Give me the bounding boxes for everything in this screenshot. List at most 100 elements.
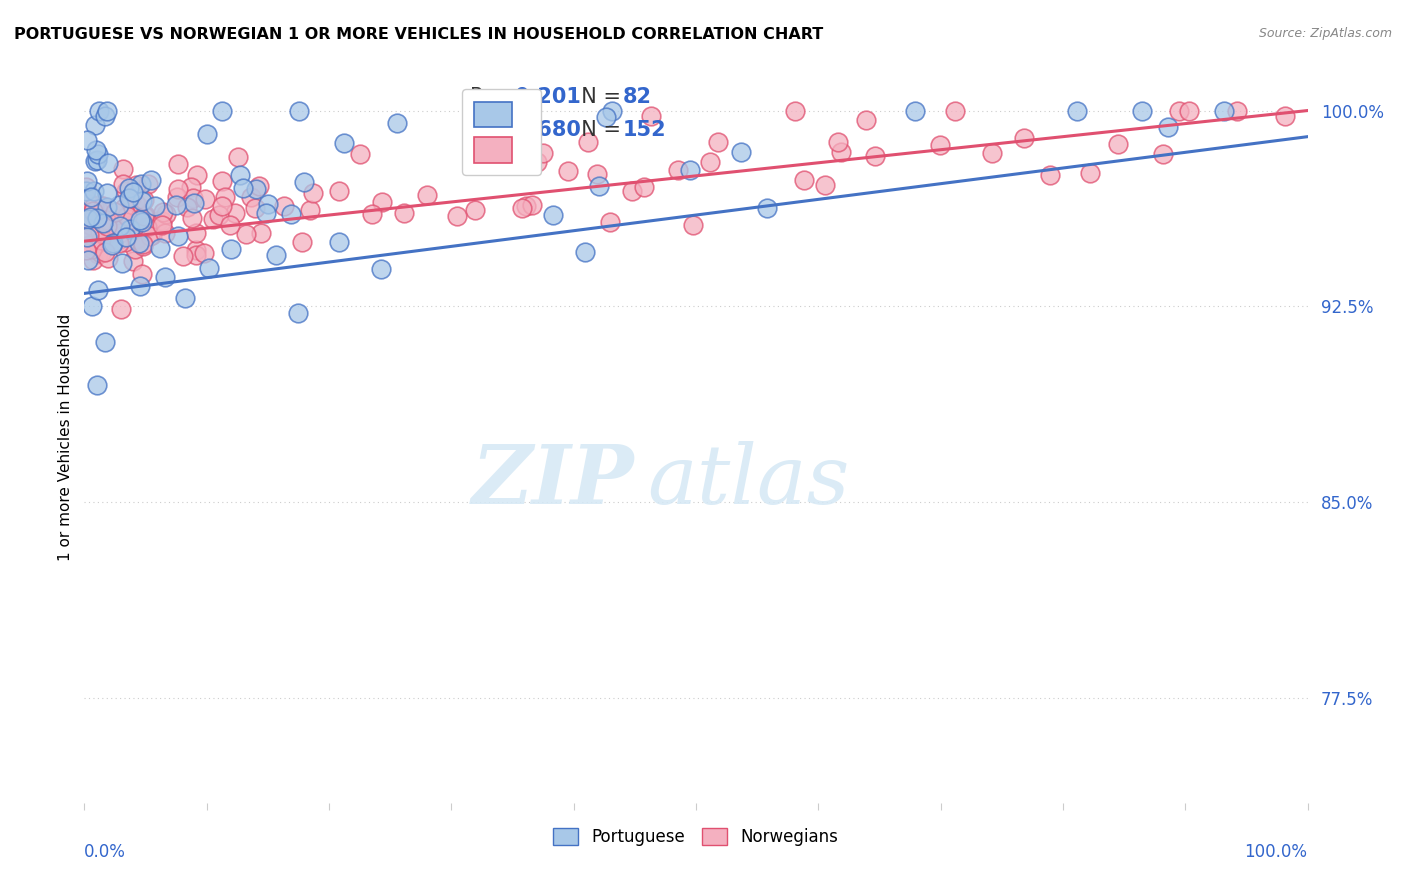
Point [298, 203, 321, 218]
Point [125, 220, 148, 235]
Point [114, 235, 136, 250]
Point [77, 209, 100, 223]
Point [194, 192, 217, 206]
Text: 152: 152 [623, 120, 666, 140]
Point [640, 110, 662, 124]
Point [183, 196, 205, 211]
Point [115, 230, 138, 244]
Point [1012, 130, 1035, 145]
Point [172, 249, 194, 263]
Point [755, 201, 778, 215]
Point [186, 226, 208, 240]
Point [174, 291, 197, 305]
Point [124, 194, 146, 209]
Point [446, 209, 468, 223]
Point [184, 248, 207, 262]
Point [666, 163, 689, 178]
Point [186, 168, 208, 182]
Point [557, 164, 579, 178]
Text: PORTUGUESE VS NORWEGIAN 1 OR MORE VEHICLES IN HOUSEHOLD CORRELATION CHART: PORTUGUESE VS NORWEGIAN 1 OR MORE VEHICL… [14, 27, 824, 42]
Point [131, 239, 153, 253]
Point [153, 270, 176, 285]
Point [86, 153, 108, 167]
Point [115, 184, 138, 198]
Point [1168, 103, 1191, 118]
Point [152, 205, 174, 219]
Point [100, 216, 122, 230]
Point [678, 163, 700, 178]
Point [76, 133, 98, 147]
Point [122, 201, 145, 215]
Point [97, 251, 120, 265]
Point [110, 256, 132, 270]
Point [943, 103, 966, 118]
Legend: Portuguese, Norwegians: Portuguese, Norwegians [547, 822, 845, 853]
Point [392, 206, 415, 220]
Point [981, 145, 1004, 160]
Point [91, 199, 114, 213]
Point [211, 103, 233, 118]
Point [96, 186, 118, 200]
Point [94, 109, 117, 123]
Point [621, 184, 644, 198]
Point [1152, 146, 1174, 161]
Point [75, 231, 97, 245]
Point [118, 221, 141, 235]
Point [273, 199, 295, 213]
Point [520, 198, 543, 212]
Point [80, 242, 103, 256]
Point [96, 211, 118, 225]
Point [181, 191, 204, 205]
Point [75, 192, 97, 206]
Point [91, 216, 114, 230]
Point [76, 230, 98, 244]
Point [131, 194, 153, 209]
Point [79, 190, 101, 204]
Point [214, 189, 236, 203]
Point [122, 253, 145, 268]
Point [827, 135, 849, 149]
Point [86, 283, 108, 297]
Text: ZIP: ZIP [472, 441, 636, 521]
Point [235, 227, 257, 241]
Point [167, 228, 190, 243]
Point [301, 186, 323, 201]
Point [600, 103, 623, 118]
Point [89, 225, 111, 239]
Point [239, 189, 262, 203]
Point [830, 145, 852, 160]
Point [814, 178, 837, 192]
Point [82, 203, 104, 218]
Point [166, 190, 188, 204]
Point [79, 210, 101, 224]
Point [328, 235, 350, 249]
Point [118, 191, 141, 205]
Point [257, 196, 280, 211]
Point [198, 261, 221, 276]
Point [292, 176, 315, 190]
Point [243, 201, 266, 215]
Point [79, 238, 101, 252]
Point [218, 218, 240, 232]
Point [97, 156, 120, 170]
Point [585, 167, 607, 181]
Point [264, 248, 287, 262]
Point [83, 153, 105, 168]
Point [129, 213, 152, 227]
Point [118, 215, 141, 229]
Point [385, 116, 408, 130]
Point [76, 174, 98, 188]
Point [94, 335, 117, 350]
Point [1078, 166, 1101, 180]
Point [124, 231, 146, 245]
Point [904, 103, 927, 118]
Point [176, 201, 198, 215]
Point [83, 199, 105, 213]
Point [131, 215, 153, 229]
Point [1178, 103, 1201, 118]
Point [541, 208, 564, 222]
Point [333, 136, 356, 151]
Point [125, 178, 148, 192]
Point [245, 182, 267, 196]
Point [75, 212, 97, 227]
